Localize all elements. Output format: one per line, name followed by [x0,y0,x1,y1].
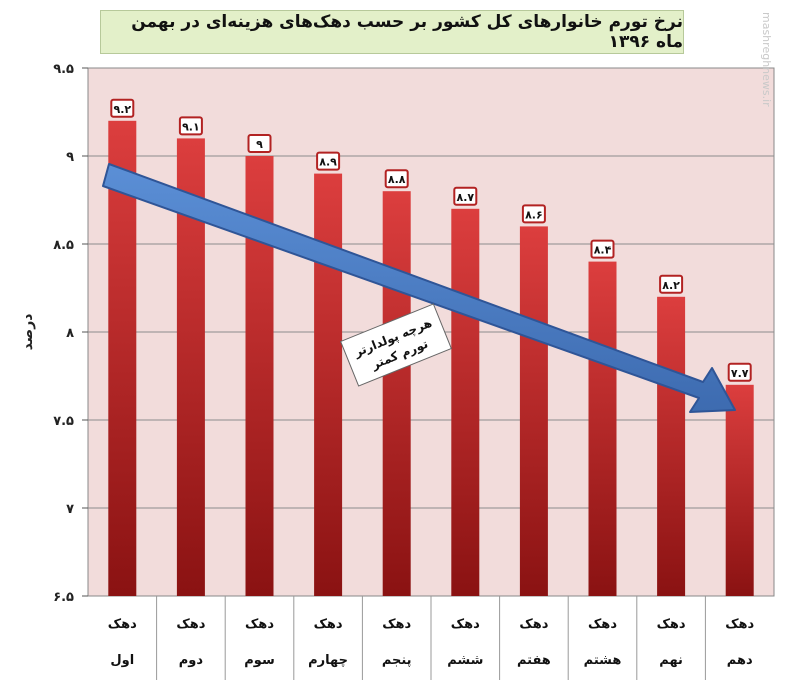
data-label: ۹ [256,138,263,151]
x-tick-label: دهک [725,617,754,632]
y-tick-label: ۸.۵ [53,238,74,253]
data-label-box [316,151,341,171]
bar [588,261,617,596]
x-tick-label: دهک [519,617,548,632]
data-label: ۷.۷ [731,367,749,380]
bar [108,120,137,597]
data-label: ۸.۸ [388,173,406,186]
data-label-box [178,116,203,136]
x-tick-label-line2: هشتم [584,653,622,668]
x-tick-label-line2: دوم [179,653,204,668]
data-label-box [659,274,684,294]
y-axis-label: درصد [20,314,36,351]
x-tick-label: دهک [245,617,274,632]
x-tick-label-line2: نهم [659,653,683,668]
data-label-box [384,169,409,189]
bar [725,384,754,596]
data-label-box [727,362,752,382]
chart-title: نرخ تورم خانوارهای کل کشور بر حسب دهک‌ها… [100,10,684,54]
x-tick-label-line2: چهارم [308,653,348,668]
x-tick-label: دهک [588,617,617,632]
x-tick-label: دهک [382,617,411,632]
data-label-box [590,239,615,259]
trend-arrow-shape [102,163,736,413]
bar [657,296,686,596]
data-label: ۸.۷ [456,191,474,204]
data-label-box [110,98,135,118]
x-tick-label-line2: ششم [447,653,483,668]
y-tick-label: ۷.۵ [53,414,74,429]
x-tick-label-line2: سوم [244,653,274,668]
downtrend-arrow [102,163,736,413]
x-tick-label: دهک [176,617,205,632]
bar [314,173,343,596]
y-tick-label: ۶.۵ [53,590,74,605]
data-label: ۸.۲ [662,279,680,292]
bar [382,191,411,596]
x-tick-label: دهک [657,617,686,632]
data-label: ۸.۴ [594,244,612,257]
data-label-box [453,186,478,206]
x-tick-label-line2: دهم [727,653,753,668]
data-label-box [521,204,546,224]
x-tick-label: دهک [108,617,137,632]
x-tick-label-line2: هفتم [517,653,551,668]
bar [451,208,480,597]
data-label: ۸.۹ [319,156,337,169]
data-label-box [247,134,272,153]
x-tick-label: دهک [451,617,480,632]
bar [519,226,548,596]
y-tick-label: ۷ [66,502,74,517]
data-label: ۹.۲ [113,103,131,116]
x-tick-label-line2: اول [110,653,134,668]
data-label: ۸.۶ [525,208,543,221]
y-tick-label: ۹.۵ [53,62,74,77]
y-tick-label: ۹ [66,150,74,165]
watermark: mashreghnews.ir [760,12,773,107]
data-label: ۹.۱ [182,120,200,133]
x-tick-label-line2: پنجم [382,653,412,668]
y-tick-label: ۸ [66,326,74,341]
x-tick-label: دهک [314,617,343,632]
